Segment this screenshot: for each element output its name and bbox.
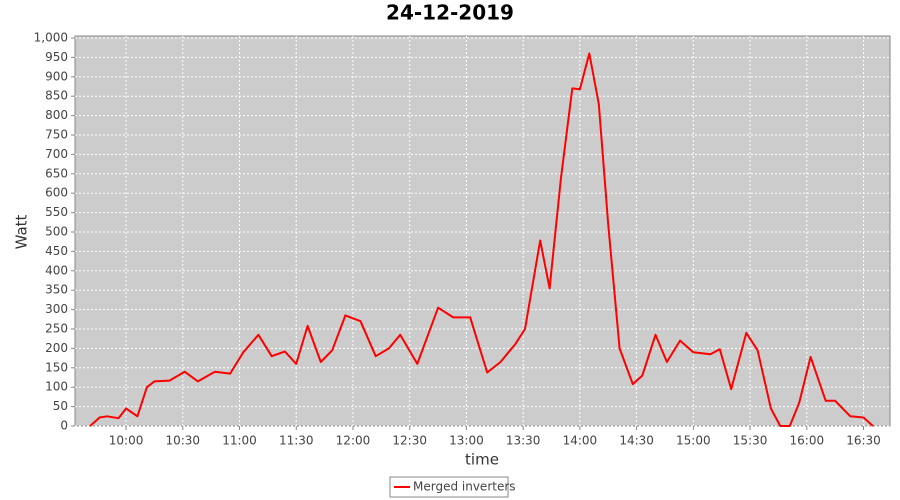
chart-title: 24-12-2019 xyxy=(386,1,514,25)
y-tick-label: 50 xyxy=(53,399,68,413)
y-tick-label: 300 xyxy=(45,302,68,316)
y-axis-label: Watt xyxy=(13,214,31,249)
x-tick-label: 10:30 xyxy=(165,434,200,448)
x-tick-label: 11:30 xyxy=(279,434,314,448)
y-tick-label: 800 xyxy=(45,108,68,122)
x-tick-label: 11:00 xyxy=(222,434,257,448)
legend xyxy=(389,476,509,498)
x-tick-label: 10:00 xyxy=(109,434,144,448)
x-tick-label: 13:30 xyxy=(506,434,541,448)
x-tick-label: 12:30 xyxy=(392,434,427,448)
y-tick-label: 450 xyxy=(45,244,68,258)
y-tick-label: 900 xyxy=(45,69,68,83)
y-tick-label: 600 xyxy=(45,186,68,200)
y-tick-label: 500 xyxy=(45,225,68,239)
y-tick-label: 550 xyxy=(45,205,68,219)
x-axis-label: time xyxy=(465,451,499,469)
legend-label: Merged inverters xyxy=(413,480,516,494)
y-tick-label: 750 xyxy=(45,128,68,142)
x-tick-label: 16:00 xyxy=(790,434,825,448)
x-tick-label: 13:00 xyxy=(449,434,484,448)
y-tick-label: 400 xyxy=(45,263,68,277)
x-tick-label: 14:30 xyxy=(619,434,654,448)
y-tick-label: 250 xyxy=(45,322,68,336)
y-tick-label: 0 xyxy=(60,419,68,433)
x-tick-label: 12:00 xyxy=(336,434,371,448)
y-tick-label: 100 xyxy=(45,380,68,394)
x-tick-label: 16:30 xyxy=(846,434,881,448)
x-tick-label: 14:00 xyxy=(563,434,598,448)
y-tick-label: 350 xyxy=(45,283,68,297)
y-tick-label: 850 xyxy=(45,89,68,103)
y-tick-label: 200 xyxy=(45,341,68,355)
y-tick-label: 700 xyxy=(45,147,68,161)
y-tick-label: 650 xyxy=(45,166,68,180)
x-tick-label: 15:00 xyxy=(676,434,711,448)
line xyxy=(89,52,874,427)
x-tick-label: 15:30 xyxy=(733,434,768,448)
y-tick-label: 950 xyxy=(45,50,68,64)
y-tick-label: 1,000 xyxy=(34,31,68,45)
y-tick-label: 150 xyxy=(45,360,68,374)
plot-area xyxy=(74,35,891,427)
